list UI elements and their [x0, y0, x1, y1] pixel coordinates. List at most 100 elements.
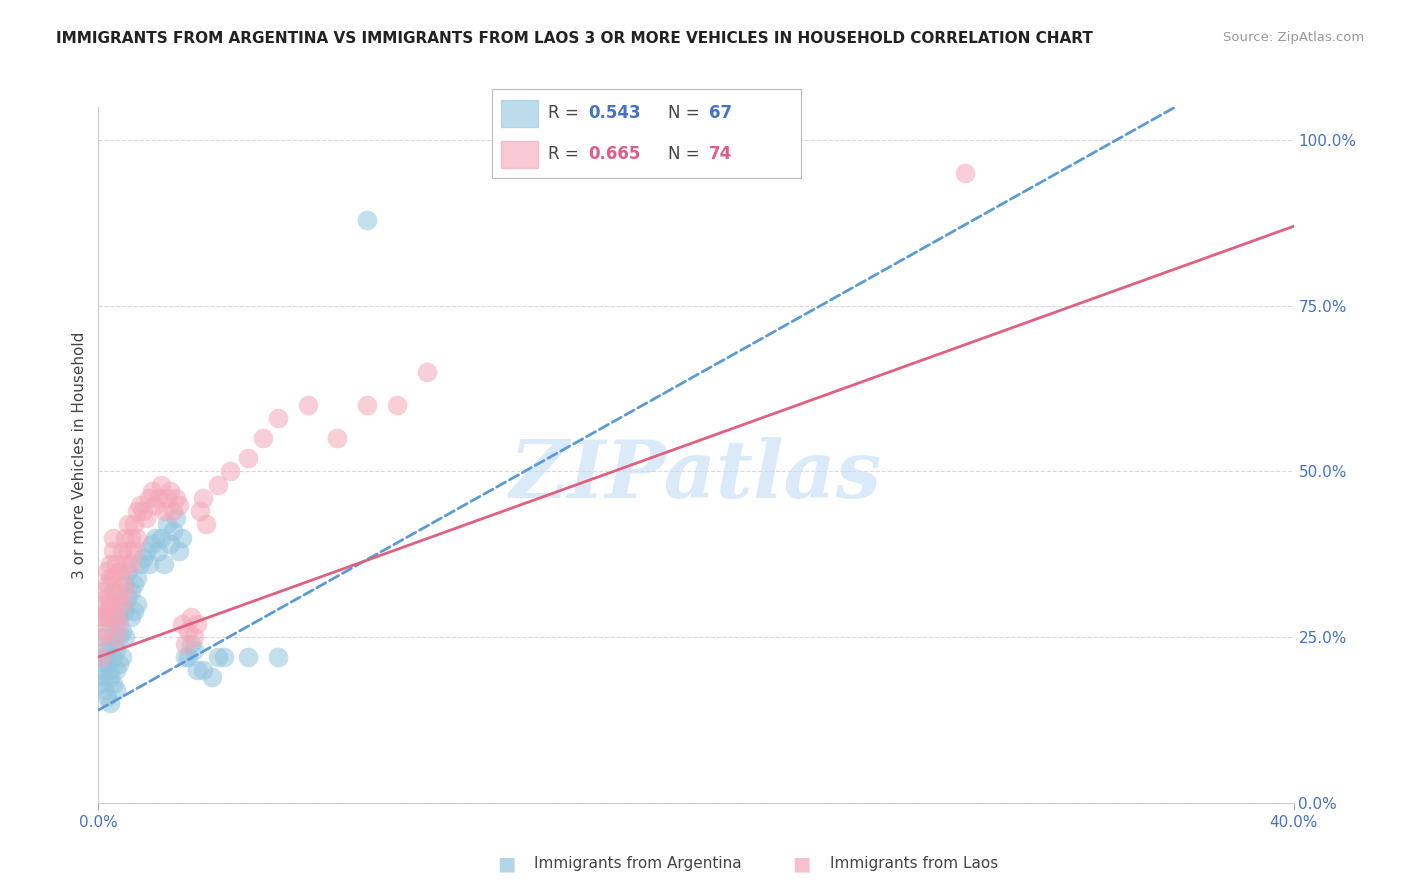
- Point: [252, 431, 274, 445]
- Point: [207, 650, 229, 665]
- Point: [135, 511, 157, 525]
- Point: [124, 604, 146, 618]
- Point: [111, 597, 134, 611]
- Point: [297, 398, 319, 412]
- Point: [132, 550, 155, 565]
- Point: [177, 650, 200, 665]
- Point: [100, 670, 122, 684]
- Point: [93, 670, 115, 684]
- Point: [195, 517, 218, 532]
- Point: [191, 663, 214, 677]
- Point: [165, 511, 187, 525]
- Point: [105, 583, 128, 598]
- Point: [385, 398, 409, 412]
- Point: [172, 531, 194, 545]
- Bar: [502, 141, 538, 168]
- Y-axis label: 3 or more Vehicles in Household: 3 or more Vehicles in Household: [72, 331, 87, 579]
- Point: [120, 531, 142, 545]
- Point: [162, 524, 184, 538]
- Point: [90, 650, 112, 665]
- Point: [207, 477, 229, 491]
- Point: [96, 604, 118, 618]
- Point: [114, 583, 136, 598]
- Point: [93, 610, 115, 624]
- Point: [100, 637, 122, 651]
- Point: [105, 630, 128, 644]
- Point: [108, 591, 131, 605]
- Point: [90, 676, 112, 690]
- Point: [93, 583, 115, 598]
- Point: [96, 564, 118, 578]
- Point: [150, 477, 173, 491]
- Point: [124, 517, 146, 532]
- Point: [356, 398, 378, 412]
- Point: [180, 610, 202, 624]
- Text: ■: ■: [496, 854, 516, 873]
- Point: [100, 558, 122, 572]
- Point: [159, 537, 181, 551]
- Point: [117, 564, 139, 578]
- Point: [90, 663, 112, 677]
- Point: [105, 616, 128, 631]
- Point: [108, 657, 131, 671]
- Point: [172, 616, 194, 631]
- Text: 0.543: 0.543: [588, 104, 641, 122]
- Point: [111, 570, 134, 584]
- Point: [108, 610, 131, 624]
- Bar: [502, 100, 538, 127]
- Point: [105, 610, 128, 624]
- Point: [127, 597, 149, 611]
- Point: [267, 411, 290, 425]
- Point: [219, 465, 242, 479]
- Point: [156, 517, 179, 532]
- Point: [103, 676, 125, 690]
- Point: [96, 643, 118, 657]
- Point: [174, 637, 197, 651]
- Point: [93, 630, 115, 644]
- Point: [117, 544, 139, 558]
- Point: [100, 663, 122, 677]
- Point: [177, 624, 200, 638]
- Point: [93, 624, 115, 638]
- Point: [143, 498, 166, 512]
- Text: Source: ZipAtlas.com: Source: ZipAtlas.com: [1223, 31, 1364, 45]
- Point: [96, 657, 118, 671]
- Point: [148, 544, 170, 558]
- Point: [117, 517, 139, 532]
- Point: [953, 166, 976, 180]
- Point: [93, 683, 115, 698]
- Point: [103, 531, 125, 545]
- Point: [100, 597, 122, 611]
- Point: [236, 650, 259, 665]
- Point: [201, 670, 224, 684]
- Point: [108, 630, 131, 644]
- Point: [96, 610, 118, 624]
- Point: [183, 643, 205, 657]
- Point: [120, 610, 142, 624]
- Text: Immigrants from Argentina: Immigrants from Argentina: [534, 856, 742, 871]
- Point: [132, 504, 155, 518]
- Text: ZIPatlas: ZIPatlas: [510, 437, 882, 515]
- Point: [124, 577, 146, 591]
- Point: [96, 577, 118, 591]
- Point: [165, 491, 187, 505]
- Point: [180, 637, 202, 651]
- Point: [191, 491, 214, 505]
- Point: [108, 616, 131, 631]
- Point: [127, 570, 149, 584]
- Point: [120, 583, 142, 598]
- Text: 74: 74: [709, 145, 733, 163]
- Point: [93, 597, 115, 611]
- Point: [188, 504, 211, 518]
- Point: [138, 558, 160, 572]
- Point: [156, 491, 179, 505]
- Point: [111, 650, 134, 665]
- Point: [162, 504, 184, 518]
- Point: [105, 663, 128, 677]
- Point: [326, 431, 349, 445]
- Point: [129, 498, 152, 512]
- Point: [167, 544, 190, 558]
- Point: [186, 663, 208, 677]
- Point: [93, 650, 115, 665]
- Point: [124, 544, 146, 558]
